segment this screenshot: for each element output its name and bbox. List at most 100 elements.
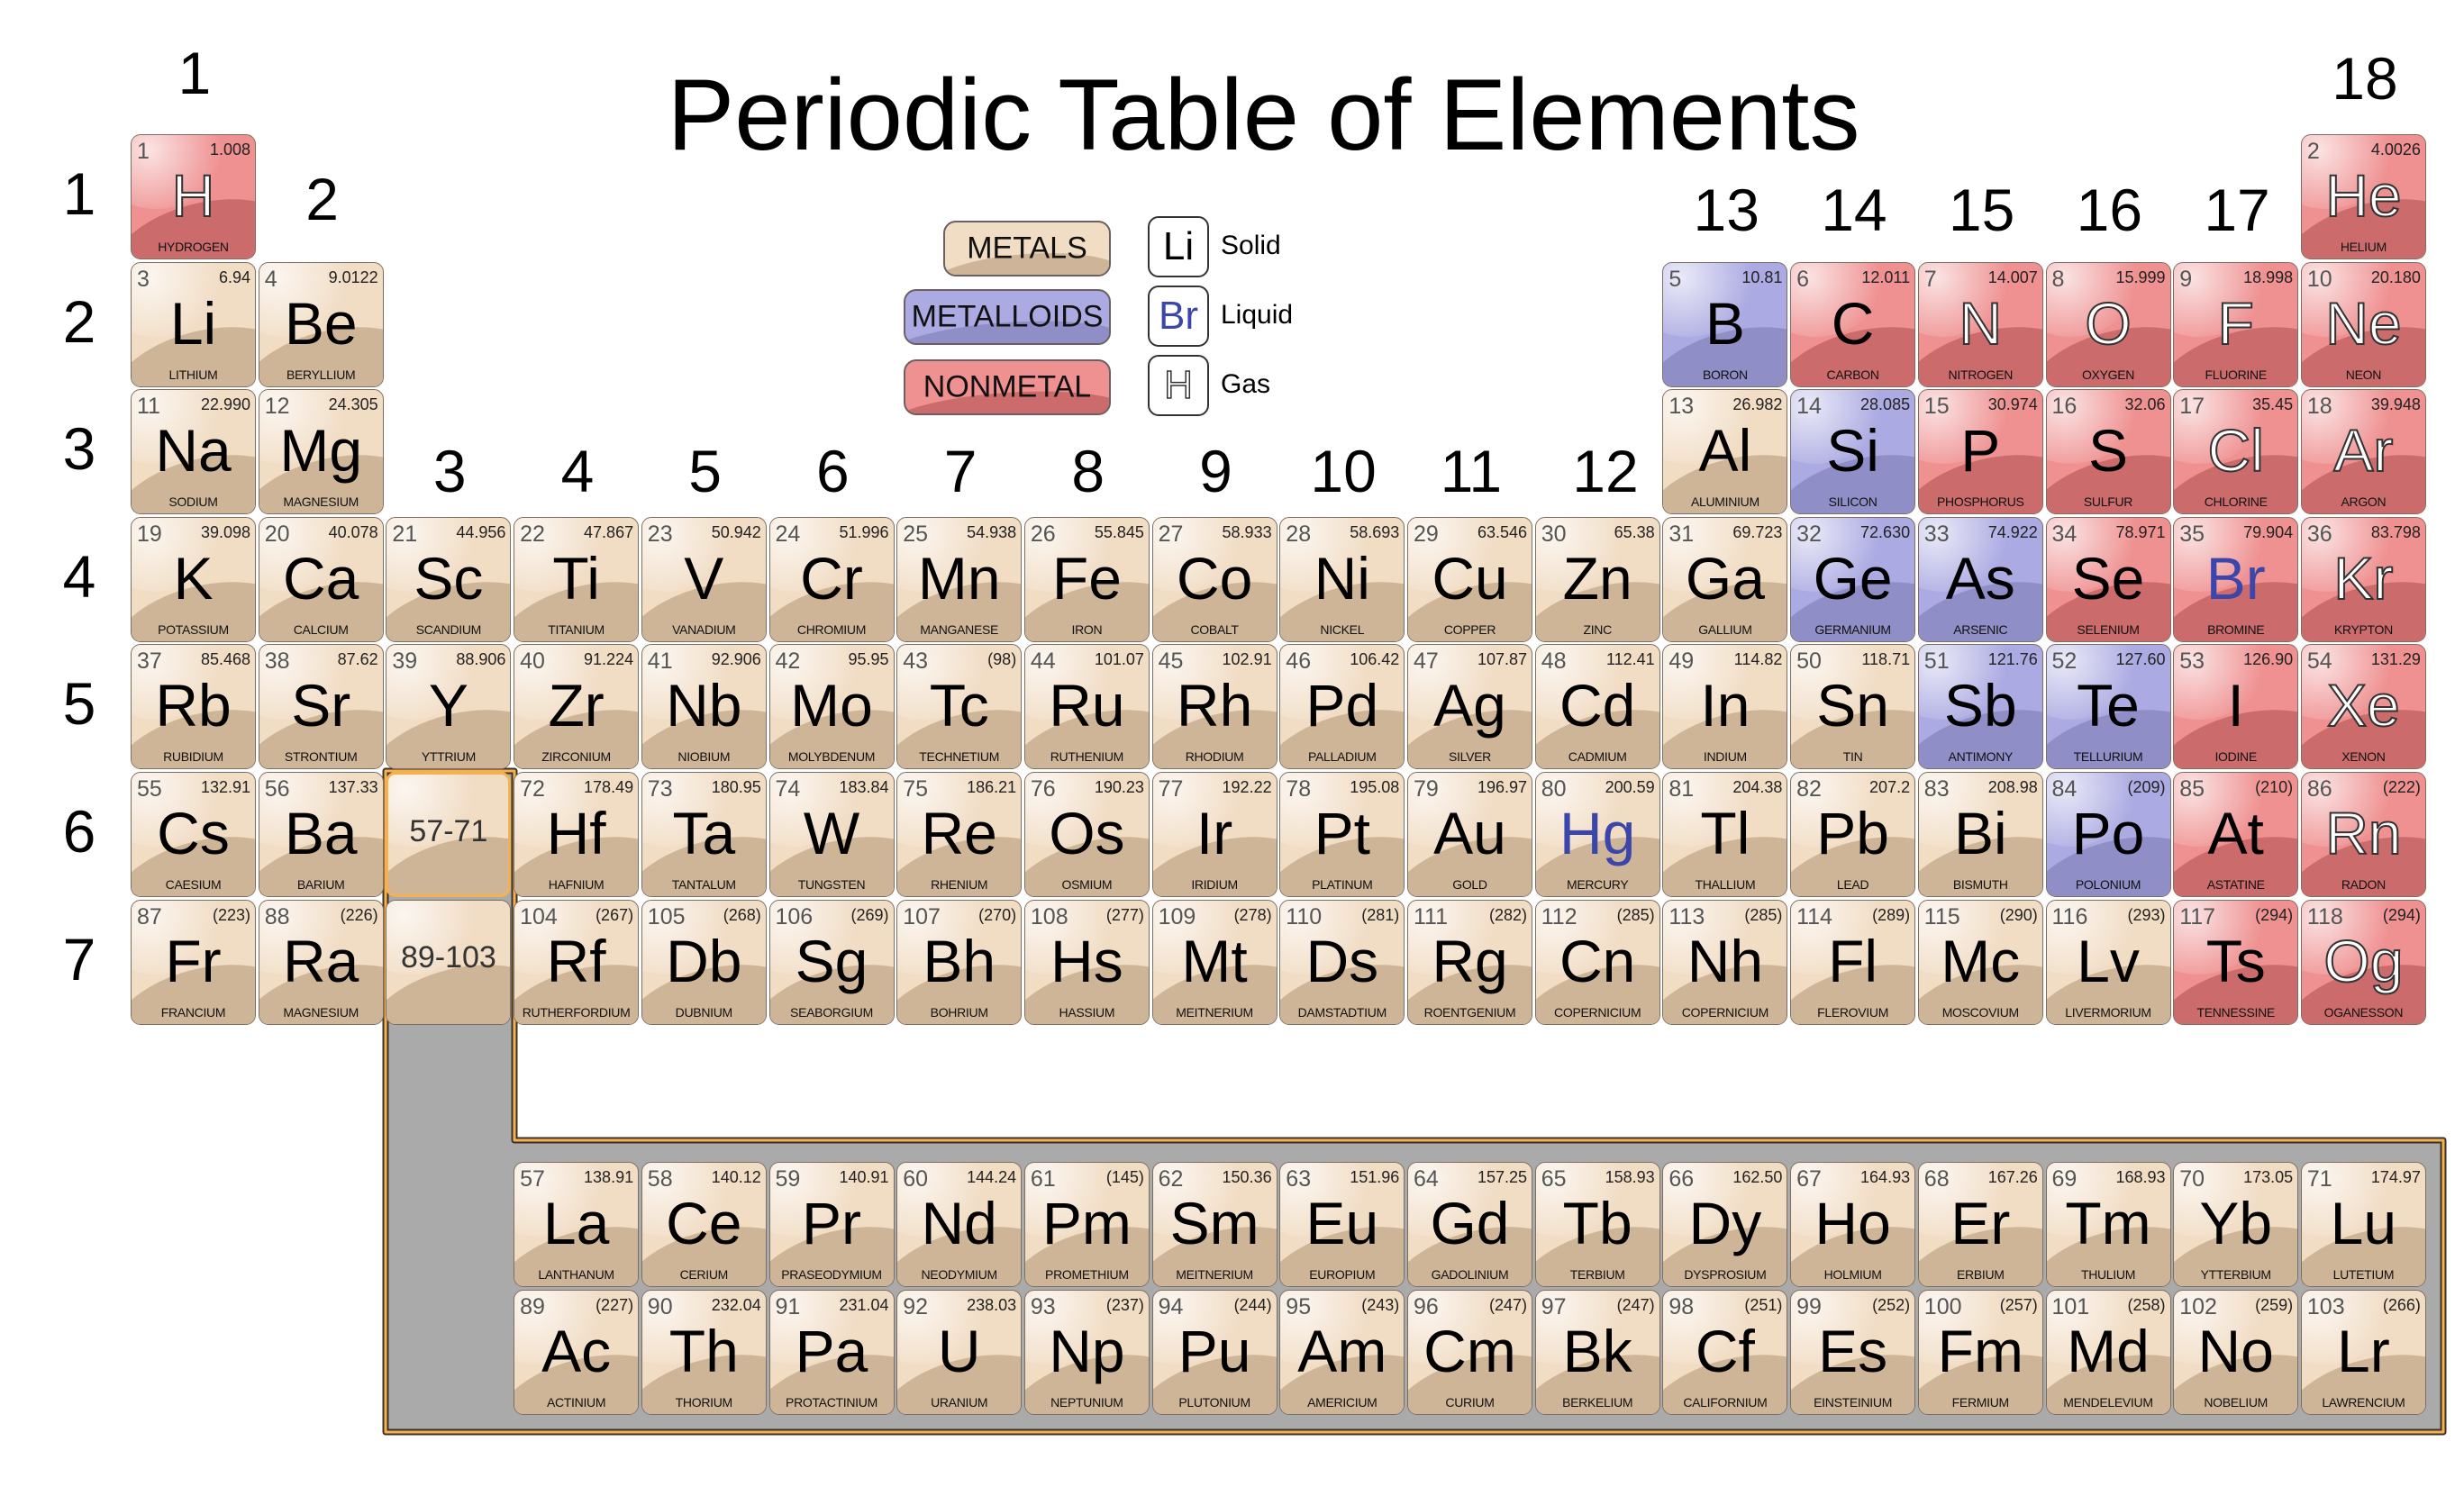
element-cell-hf[interactable]: 72 178.49 Hf HAFNIUM <box>514 772 640 897</box>
element-cell-db[interactable]: 105 (268) Db DUBNIUM <box>641 899 767 1025</box>
element-cell-np[interactable]: 93 (237) Np NEPTUNIUM <box>1023 1289 1150 1415</box>
element-cell-zn[interactable]: 30 65.38 Zn ZINC <box>1534 516 1660 642</box>
element-cell-cf[interactable]: 98 (251) Cf CALIFORNIUM <box>1662 1289 1788 1415</box>
element-cell-cm[interactable]: 96 (247) Cm CURIUM <box>1407 1289 1532 1415</box>
element-cell-dy[interactable]: 66 162.50 Dy DYSPROSIUM <box>1662 1162 1788 1287</box>
element-cell-te[interactable]: 52 127.60 Te TELLURIUM <box>2045 644 2171 770</box>
element-cell-ti[interactable]: 22 47.867 Ti TITANIUM <box>514 516 640 642</box>
element-cell-os[interactable]: 76 190.23 Os OSMIUM <box>1023 772 1150 897</box>
element-cell-cd[interactable]: 48 112.41 Cd CADMIUM <box>1534 644 1660 770</box>
element-cell-nh[interactable]: 113 (285) Nh COPERNICIUM <box>1662 899 1788 1025</box>
element-cell-y[interactable]: 39 88.906 Y YTTRIUM <box>386 644 512 770</box>
element-cell-br[interactable]: 35 79.904 Br BROMINE <box>2173 516 2299 642</box>
element-cell-hg[interactable]: 80 200.59 Hg MERCURY <box>1534 772 1660 897</box>
element-cell-ta[interactable]: 73 180.95 Ta TANTALUM <box>641 772 767 897</box>
element-cell-as[interactable]: 33 74.922 As ARSENIC <box>1917 516 2043 642</box>
element-cell-p[interactable]: 15 30.974 P PHOSPHORUS <box>1917 389 2043 515</box>
element-cell-es[interactable]: 99 (252) Es EINSTEINIUM <box>1790 1289 1916 1415</box>
element-cell-n[interactable]: 7 14.007 N NITROGEN <box>1917 261 2043 387</box>
element-cell-mt[interactable]: 109 (278) Mt MEITNERIUM <box>1151 899 1277 1025</box>
element-cell-he[interactable]: 2 4.0026 He HELIUM <box>2300 134 2426 259</box>
element-cell-re[interactable]: 75 186.21 Re RHENIUM <box>896 772 1023 897</box>
element-cell-ge[interactable]: 32 72.630 Ge GERMANIUM <box>1790 516 1916 642</box>
element-cell-ra[interactable]: 88 (226) Ra MAGNESIUM <box>258 899 384 1025</box>
element-cell-c[interactable]: 6 12.011 C CARBON <box>1790 261 1916 387</box>
element-cell-rh[interactable]: 45 102.91 Rh RHODIUM <box>1151 644 1277 770</box>
element-cell-u[interactable]: 92 238.03 U URANIUM <box>896 1289 1023 1415</box>
element-cell-pm[interactable]: 61 (145) Pm PROMETHIUM <box>1023 1162 1150 1287</box>
element-cell-fm[interactable]: 100 (257) Fm FERMIUM <box>1917 1289 2043 1415</box>
actinides-placeholder[interactable]: 89-103 <box>386 899 512 1025</box>
element-cell-sb[interactable]: 51 121.76 Sb ANTIMONY <box>1917 644 2043 770</box>
element-cell-pt[interactable]: 78 195.08 Pt PLATINUM <box>1279 772 1405 897</box>
element-cell-mc[interactable]: 115 (290) Mc MOSCOVIUM <box>1917 899 2043 1025</box>
element-cell-li[interactable]: 3 6.94 Li LITHIUM <box>131 261 256 387</box>
element-cell-ba[interactable]: 56 137.33 Ba BARIUM <box>258 772 384 897</box>
element-cell-gd[interactable]: 64 157.25 Gd GADOLINIUM <box>1407 1162 1532 1287</box>
element-cell-tc[interactable]: 43 (98) Tc TECHNETIUM <box>896 644 1023 770</box>
element-cell-pu[interactable]: 94 (244) Pu PLUTONIUM <box>1151 1289 1277 1415</box>
element-cell-ru[interactable]: 44 101.07 Ru RUTHENIUM <box>1023 644 1150 770</box>
element-cell-bi[interactable]: 83 208.98 Bi BISMUTH <box>1917 772 2043 897</box>
element-cell-f[interactable]: 9 18.998 F FLUORINE <box>2173 261 2299 387</box>
element-cell-in[interactable]: 49 114.82 In INDIUM <box>1662 644 1788 770</box>
element-cell-lu[interactable]: 71 174.97 Lu LUTETIUM <box>2300 1162 2426 1287</box>
element-cell-k[interactable]: 19 39.098 K POTASSIUM <box>131 516 256 642</box>
element-cell-rf[interactable]: 104 (267) Rf RUTHERFORDIUM <box>514 899 640 1025</box>
element-cell-ne[interactable]: 10 20.180 Ne NEON <box>2300 261 2426 387</box>
lanthanides-placeholder[interactable]: 57-71 <box>386 772 512 897</box>
element-cell-o[interactable]: 8 15.999 O OXYGEN <box>2045 261 2171 387</box>
element-cell-er[interactable]: 68 167.26 Er ERBIUM <box>1917 1162 2043 1287</box>
element-cell-at[interactable]: 85 (210) At ASTATINE <box>2173 772 2299 897</box>
element-cell-ir[interactable]: 77 192.22 Ir IRIDIUM <box>1151 772 1277 897</box>
element-cell-rn[interactable]: 86 (222) Rn RADON <box>2300 772 2426 897</box>
element-cell-pb[interactable]: 82 207.2 Pb LEAD <box>1790 772 1916 897</box>
element-cell-bk[interactable]: 97 (247) Bk BERKELIUM <box>1534 1289 1660 1415</box>
element-cell-po[interactable]: 84 (209) Po POLONIUM <box>2045 772 2171 897</box>
element-cell-ts[interactable]: 117 (294) Ts TENNESSINE <box>2173 899 2299 1025</box>
element-cell-s[interactable]: 16 32.06 S SULFUR <box>2045 389 2171 515</box>
element-cell-th[interactable]: 90 232.04 Th THORIUM <box>641 1289 767 1415</box>
element-cell-h[interactable]: 1 1.008 H HYDROGEN <box>131 134 256 259</box>
element-cell-ac[interactable]: 89 (227) Ac ACTINIUM <box>514 1289 640 1415</box>
element-cell-ga[interactable]: 31 69.723 Ga GALLIUM <box>1662 516 1788 642</box>
element-cell-al[interactable]: 13 26.982 Al ALUMINIUM <box>1662 389 1788 515</box>
element-cell-fl[interactable]: 114 (289) Fl FLEROVIUM <box>1790 899 1916 1025</box>
element-cell-am[interactable]: 95 (243) Am AMERICIUM <box>1279 1289 1405 1415</box>
element-cell-ca[interactable]: 20 40.078 Ca CALCIUM <box>258 516 384 642</box>
element-cell-sr[interactable]: 38 87.62 Sr STRONTIUM <box>258 644 384 770</box>
element-cell-mo[interactable]: 42 95.95 Mo MOLYBDENUM <box>768 644 895 770</box>
element-cell-ar[interactable]: 18 39.948 Ar ARGON <box>2300 389 2426 515</box>
element-cell-la[interactable]: 57 138.91 La LANTHANUM <box>514 1162 640 1287</box>
element-cell-eu[interactable]: 63 151.96 Eu EUROPIUM <box>1279 1162 1405 1287</box>
element-cell-si[interactable]: 14 28.085 Si SILICON <box>1790 389 1916 515</box>
element-cell-v[interactable]: 23 50.942 V VANADIUM <box>641 516 767 642</box>
element-cell-cs[interactable]: 55 132.91 Cs CAESIUM <box>131 772 256 897</box>
element-cell-bh[interactable]: 107 (270) Bh BOHRIUM <box>896 899 1023 1025</box>
element-cell-rg[interactable]: 111 (282) Rg ROENTGENIUM <box>1407 899 1532 1025</box>
element-cell-ho[interactable]: 67 164.93 Ho HOLMIUM <box>1790 1162 1916 1287</box>
element-cell-ds[interactable]: 110 (281) Ds DAMSTADTIUM <box>1279 899 1405 1025</box>
element-cell-sc[interactable]: 21 44.956 Sc SCANDIUM <box>386 516 512 642</box>
element-cell-rb[interactable]: 37 85.468 Rb RUBIDIUM <box>131 644 256 770</box>
element-cell-pr[interactable]: 59 140.91 Pr PRASEODYMIUM <box>768 1162 895 1287</box>
element-cell-tb[interactable]: 65 158.93 Tb TERBIUM <box>1534 1162 1660 1287</box>
element-cell-zr[interactable]: 40 91.224 Zr ZIRCONIUM <box>514 644 640 770</box>
element-cell-w[interactable]: 74 183.84 W TUNGSTEN <box>768 772 895 897</box>
element-cell-sg[interactable]: 106 (269) Sg SEABORGIUM <box>768 899 895 1025</box>
element-cell-se[interactable]: 34 78.971 Se SELENIUM <box>2045 516 2171 642</box>
element-cell-sn[interactable]: 50 118.71 Sn TIN <box>1790 644 1916 770</box>
element-cell-co[interactable]: 27 58.933 Co COBALT <box>1151 516 1277 642</box>
element-cell-cl[interactable]: 17 35.45 Cl CHLORINE <box>2173 389 2299 515</box>
element-cell-cr[interactable]: 24 51.996 Cr CHROMIUM <box>768 516 895 642</box>
element-cell-hs[interactable]: 108 (277) Hs HASSIUM <box>1023 899 1150 1025</box>
element-cell-og[interactable]: 118 (294) Og OGANESSON <box>2300 899 2426 1025</box>
element-cell-lv[interactable]: 116 (293) Lv LIVERMORIUM <box>2045 899 2171 1025</box>
element-cell-au[interactable]: 79 196.97 Au GOLD <box>1407 772 1532 897</box>
element-cell-lr[interactable]: 103 (266) Lr LAWRENCIUM <box>2300 1289 2426 1415</box>
element-cell-tm[interactable]: 69 168.93 Tm THULIUM <box>2045 1162 2171 1287</box>
element-cell-be[interactable]: 4 9.0122 Be BERYLLIUM <box>258 261 384 387</box>
element-cell-tl[interactable]: 81 204.38 Tl THALLIUM <box>1662 772 1788 897</box>
element-cell-i[interactable]: 53 126.90 I IODINE <box>2173 644 2299 770</box>
element-cell-ni[interactable]: 28 58.693 Ni NICKEL <box>1279 516 1405 642</box>
